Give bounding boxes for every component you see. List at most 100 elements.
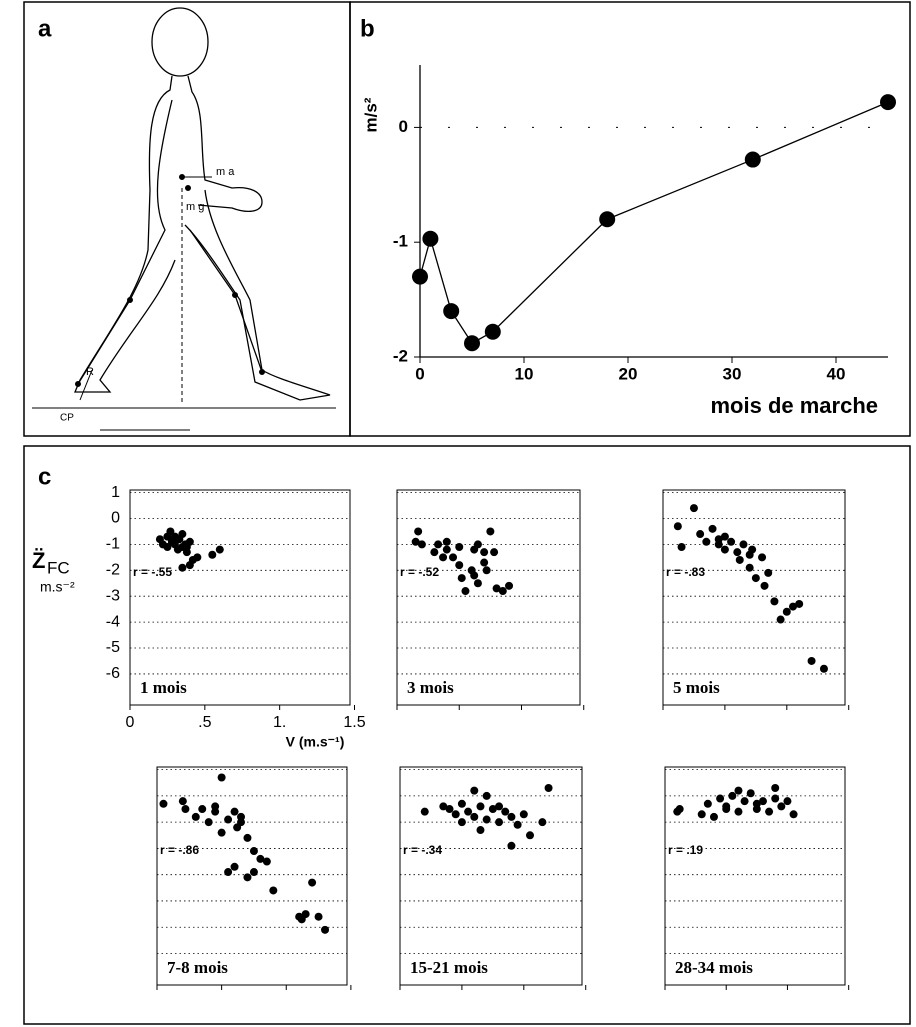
data-point xyxy=(455,561,463,569)
data-point xyxy=(771,784,779,792)
data-point xyxy=(746,551,754,559)
y-axis-label-subscript: FC xyxy=(47,558,70,577)
data-point xyxy=(430,548,438,556)
data-point xyxy=(505,582,513,590)
data-point xyxy=(178,530,186,538)
data-point xyxy=(458,574,466,582)
y-tick-label: -1 xyxy=(106,536,120,553)
data-point xyxy=(224,816,232,824)
data-point xyxy=(464,808,472,816)
data-point xyxy=(741,797,749,805)
data-point xyxy=(736,556,744,564)
data-point xyxy=(483,566,491,574)
data-point xyxy=(480,559,488,567)
plot-frame xyxy=(130,490,350,705)
plot-frame xyxy=(400,767,582,985)
data-point xyxy=(690,504,698,512)
data-point xyxy=(733,548,741,556)
x-tick-label: 10 xyxy=(515,364,534,383)
data-point xyxy=(443,303,459,319)
data-point xyxy=(501,808,509,816)
data-point xyxy=(458,800,466,808)
vector-label: R xyxy=(86,366,94,378)
vector-label: m a xyxy=(216,166,235,178)
data-point xyxy=(752,574,760,582)
data-point xyxy=(218,774,226,782)
data-point xyxy=(520,810,528,818)
x-tick-label: 20 xyxy=(619,364,638,383)
data-point xyxy=(709,525,717,533)
period-label: 28-34 mois xyxy=(675,958,753,977)
data-point xyxy=(485,324,501,340)
data-point xyxy=(250,847,258,855)
data-point xyxy=(678,543,686,551)
data-point xyxy=(192,813,200,821)
correlation-label: r = .19 xyxy=(668,843,703,857)
data-point xyxy=(490,548,498,556)
period-label: 15-21 mois xyxy=(410,958,488,977)
data-point xyxy=(698,810,706,818)
y-tick-label: 1 xyxy=(111,484,120,501)
x-tick-label: 30 xyxy=(723,364,742,383)
data-point xyxy=(808,657,816,665)
data-point xyxy=(159,800,167,808)
data-point xyxy=(263,858,271,866)
x-axis-label: mois de marche xyxy=(710,393,878,418)
data-point xyxy=(231,808,239,816)
x-tick-label: 40 xyxy=(827,364,846,383)
data-point xyxy=(449,553,457,561)
data-point xyxy=(795,600,803,608)
data-point xyxy=(702,538,710,546)
data-point xyxy=(412,269,428,285)
data-point xyxy=(434,540,442,548)
data-point xyxy=(746,564,754,572)
data-point xyxy=(269,886,277,894)
data-point xyxy=(507,842,515,850)
y-axis-label: Z̈ xyxy=(32,548,45,573)
panel-label: b xyxy=(360,15,375,42)
data-point xyxy=(745,152,761,168)
data-point xyxy=(224,868,232,876)
data-point xyxy=(474,540,482,548)
data-point xyxy=(722,805,730,813)
correlation-label: r = -.83 xyxy=(666,565,705,579)
data-point xyxy=(476,802,484,810)
data-point xyxy=(880,94,896,110)
x-tick-label: 1. xyxy=(273,714,286,731)
data-point xyxy=(418,540,426,548)
data-point xyxy=(727,538,735,546)
y-axis-unit: m.s⁻² xyxy=(40,579,75,595)
y-tick-label: -5 xyxy=(106,639,120,656)
panel-label: a xyxy=(38,15,52,42)
data-point xyxy=(495,818,503,826)
data-point xyxy=(179,797,187,805)
point-label: CP xyxy=(60,413,74,424)
y-tick-label: 0 xyxy=(111,510,120,527)
plot-frame xyxy=(663,490,845,705)
data-point xyxy=(483,816,491,824)
data-point xyxy=(474,579,482,587)
plot-frame xyxy=(397,490,580,705)
data-point xyxy=(538,818,546,826)
data-point xyxy=(820,665,828,673)
data-point xyxy=(243,834,251,842)
data-point xyxy=(486,527,494,535)
data-point xyxy=(250,868,258,876)
data-point xyxy=(710,813,718,821)
y-tick-label: -2 xyxy=(106,562,120,579)
data-point xyxy=(452,810,460,818)
vector-label: m g xyxy=(186,201,204,213)
x-tick-label: 1.5 xyxy=(343,714,365,731)
correlation-label: r = -.52 xyxy=(400,565,439,579)
data-point xyxy=(480,548,488,556)
data-point xyxy=(455,543,463,551)
data-point xyxy=(231,863,239,871)
y-tick-label: -6 xyxy=(106,665,120,682)
data-point xyxy=(461,587,469,595)
data-point xyxy=(771,795,779,803)
data-point xyxy=(439,553,447,561)
data-point xyxy=(216,546,224,554)
data-point xyxy=(728,792,736,800)
data-line xyxy=(420,102,888,343)
data-point xyxy=(783,797,791,805)
